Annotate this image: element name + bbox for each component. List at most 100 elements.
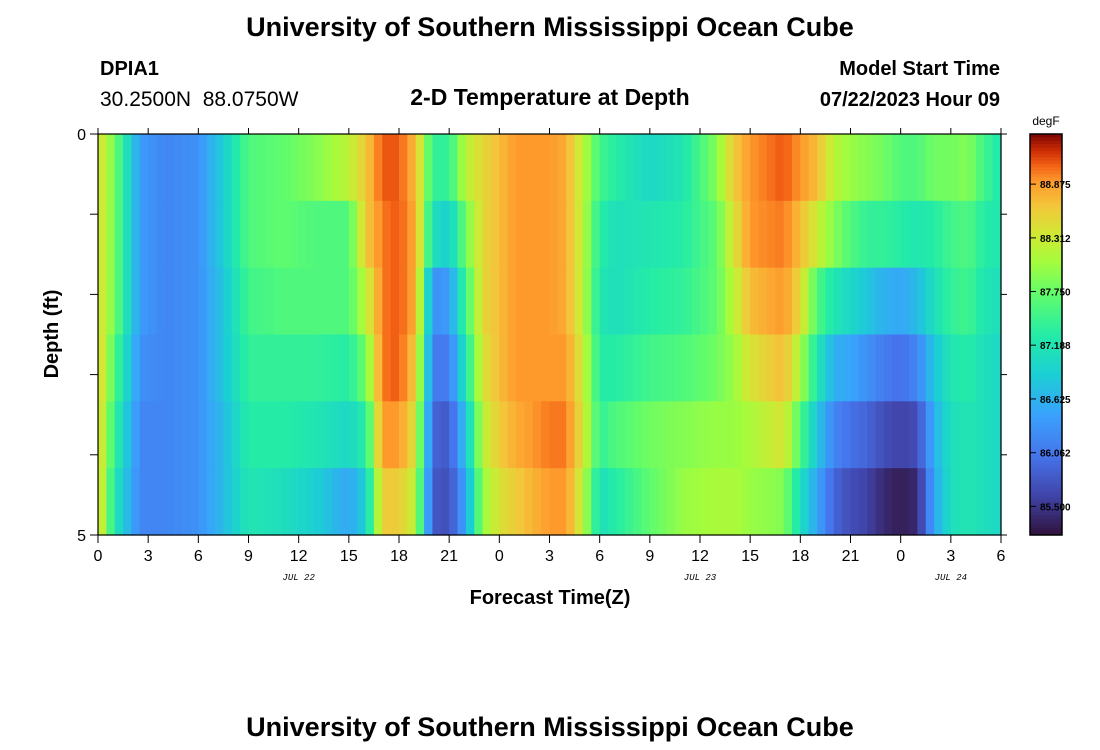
heatmap-cell: [323, 468, 333, 536]
heatmap-cell: [541, 267, 551, 336]
heatmap-cell: [658, 334, 668, 402]
heatmap-cell: [206, 401, 216, 469]
heatmap-cell: [641, 334, 651, 402]
heatmap-cell: [482, 401, 492, 469]
heatmap-cell: [984, 200, 994, 269]
heatmap-cell: [198, 267, 208, 336]
heatmap-cell: [549, 200, 559, 269]
colorbar-tick-label: 87.750: [1040, 288, 1071, 299]
heatmap-cell: [624, 267, 634, 336]
heatmap-cell: [842, 200, 852, 269]
heatmap-cell: [315, 401, 325, 469]
heatmap-cell: [683, 334, 693, 402]
x-tick-label: 9: [244, 548, 253, 565]
heatmap-cell: [156, 134, 166, 202]
heatmap-cell: [649, 134, 659, 202]
colorbar-segment: [1030, 317, 1062, 322]
heatmap-cell: [808, 334, 818, 402]
heatmap-cell: [399, 134, 408, 202]
station-coordinates: 30.2500N 88.0750W: [100, 88, 299, 111]
heatmap-cell: [733, 200, 743, 269]
heatmap-cell: [934, 267, 944, 336]
colorbar-segment: [1030, 264, 1062, 269]
colorbar-segment: [1030, 488, 1062, 493]
heatmap-cell: [674, 267, 684, 336]
colorbar-segment: [1030, 484, 1062, 489]
heatmap-cell: [867, 468, 877, 536]
heatmap-cell: [842, 468, 852, 536]
heatmap-cell: [758, 401, 768, 469]
colorbar-segment: [1030, 431, 1062, 436]
heatmap-cell: [457, 134, 467, 202]
colorbar-segment: [1030, 357, 1062, 362]
heatmap-cell: [658, 134, 668, 202]
heatmap-cell: [415, 267, 425, 336]
colorbar-segment: [1030, 511, 1062, 516]
heatmap-cell: [298, 468, 308, 536]
heatmap-cell: [716, 200, 726, 269]
heatmap-cell: [700, 200, 709, 269]
colorbar-segment: [1030, 518, 1062, 523]
heatmap-cell: [114, 267, 124, 336]
heatmap-cell: [909, 468, 918, 536]
colorbar-segment: [1030, 464, 1062, 469]
heatmap-cell: [474, 401, 484, 469]
colorbar-ticks: 88.875 88.312 87.750 87.188 86.625 86.062 85.5…: [1030, 180, 1071, 513]
heatmap-cell: [323, 401, 333, 469]
heatmap-cell: [708, 401, 718, 469]
heatmap-cell: [967, 401, 977, 469]
heatmap-cell: [766, 334, 776, 402]
heatmap-cell: [541, 334, 551, 402]
heatmap-cell: [883, 334, 893, 402]
heatmap-cell: [783, 468, 793, 536]
heatmap-cell: [750, 401, 760, 469]
heatmap-cell: [332, 267, 342, 336]
heatmap-cell: [624, 468, 634, 536]
heatmap-cell: [599, 401, 609, 469]
heatmap-cell: [599, 134, 609, 202]
y-tick-label: 5: [77, 528, 86, 545]
heatmap-cell: [574, 468, 584, 536]
colorbar-segment: [1030, 190, 1062, 195]
heatmap-cell: [424, 401, 434, 469]
colorbar-segment: [1030, 154, 1062, 158]
x-tick-label: 18: [791, 548, 809, 565]
date-label: JUL 22: [282, 573, 315, 583]
heatmap-cell: [691, 134, 701, 202]
heatmap-cell: [959, 334, 969, 402]
heatmap-cell: [942, 267, 952, 336]
heatmap-cell: [649, 267, 659, 336]
x-tick-label: 3: [545, 548, 554, 565]
heatmap-cell: [507, 134, 517, 202]
heatmap-cell: [708, 334, 718, 402]
heatmap-cell: [557, 334, 567, 402]
heatmap-cell: [900, 200, 910, 269]
heatmap-cell: [967, 134, 977, 202]
heatmap-cell: [248, 334, 258, 402]
heatmap-cell: [482, 334, 492, 402]
heatmap-cell: [332, 134, 342, 202]
heatmap-cell: [582, 200, 592, 269]
heatmap-cell: [215, 134, 225, 202]
heatmap-cell: [173, 334, 183, 402]
heatmap-cell: [950, 334, 960, 402]
heatmap-cell: [850, 401, 860, 469]
heatmap-cell: [240, 401, 250, 469]
heatmap-cell: [959, 267, 969, 336]
heatmap-cell: [281, 401, 291, 469]
colorbar-segment: [1030, 301, 1062, 305]
heatmap-cell: [415, 334, 425, 402]
heatmap-cell: [307, 401, 316, 469]
heatmap-cell: [549, 334, 559, 402]
heatmap-cell: [265, 134, 275, 202]
heatmap-cell: [98, 468, 107, 536]
heatmap-cell: [449, 401, 459, 469]
heatmap-cell: [432, 401, 442, 469]
heatmap-cell: [440, 134, 450, 202]
heatmap-cell: [959, 468, 969, 536]
heatmap-cell: [825, 401, 835, 469]
heatmap-cell: [582, 134, 592, 202]
heatmap-cell: [348, 401, 358, 469]
heatmap-cell: [206, 200, 216, 269]
heatmap-cell: [256, 200, 266, 269]
